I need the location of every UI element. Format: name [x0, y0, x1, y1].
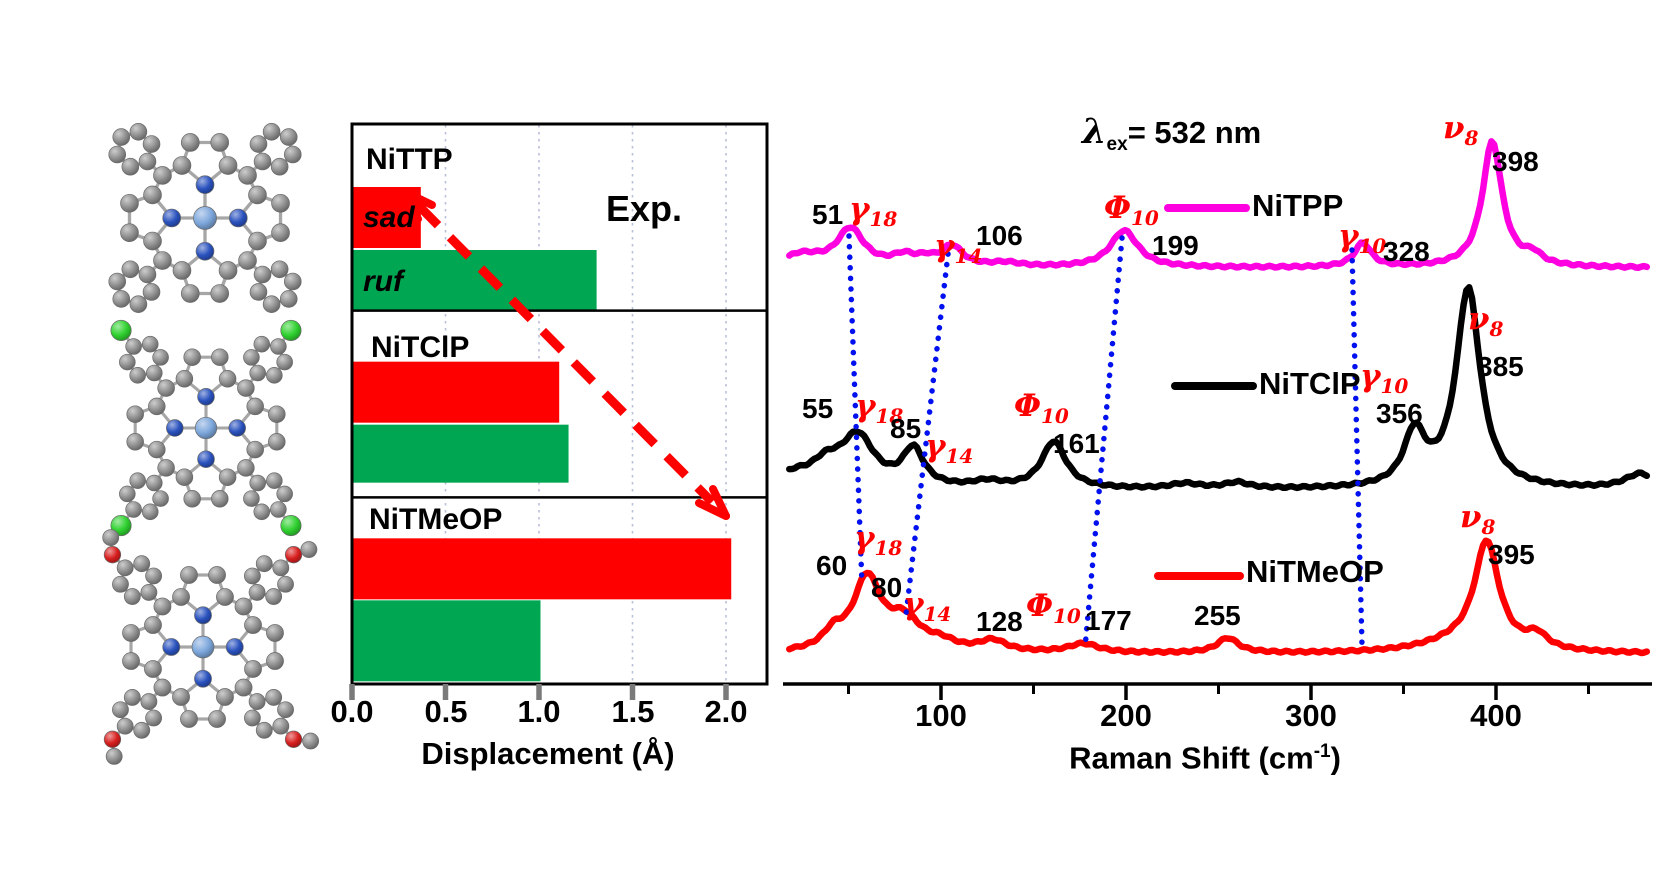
raman-peak-value: 51 [812, 199, 844, 230]
bar-axis-tick-2.0: 2.0 [704, 694, 748, 729]
raman-peak-value: 55 [802, 393, 834, 424]
raman-spectra-curves [786, 138, 1651, 657]
raman-axis-title-pre: Raman Shift (cm [1069, 740, 1314, 776]
raman-mode-label: γ10 [1338, 218, 1387, 259]
raman-axis-title: Raman Shift (cm-1) [1069, 742, 1341, 775]
bar-series-label-ruf: ruf [363, 265, 403, 298]
nitclp-structure [110, 319, 302, 537]
bar-chart-gridlines [444, 125, 727, 683]
raman-mode-label: γ14 [903, 586, 952, 627]
excitation-wavelength-title: λex= 532 nm [1082, 111, 1262, 156]
bar-panel-label-nitclp: NiTClP [371, 331, 470, 364]
lambda-subscript: ex [1106, 134, 1128, 156]
bar-panel-label-nitmeop: NiTMeOP [369, 503, 503, 536]
bar-ruf-nitmeop [353, 600, 541, 682]
spectrum-nitpp [786, 138, 1651, 271]
bar-chart [349, 122, 769, 700]
raman-mode-label: Φ10 [1026, 588, 1081, 629]
bar-sad-nitmeop [353, 538, 732, 600]
raman-mode-label: γ14 [934, 228, 983, 269]
raman-mode-label: Φ10 [1014, 388, 1069, 429]
bar-axis-tick-1.0: 1.0 [517, 694, 561, 729]
nittp-structure [108, 123, 302, 313]
raman-mode-label: ν8 [1468, 301, 1504, 342]
bar-ruf-nittp [353, 250, 597, 311]
bar-ruf-nitclp [353, 424, 569, 483]
spectrum-nitclp [786, 284, 1651, 492]
raman-peak-value: 398 [1492, 146, 1539, 177]
raman-axis-title-post: ) [1330, 740, 1341, 776]
raman-mode-label: ν8 [1460, 499, 1496, 540]
peak-connector-lines [846, 233, 1365, 651]
bar-axis-title: Displacement (Å) [421, 736, 675, 771]
bar-chart-title-exp: Exp. [606, 188, 683, 229]
raman-mode-label: γ18 [855, 388, 904, 429]
raman-axis-tick-400: 400 [1470, 698, 1522, 733]
raman-peak-value: 255 [1194, 600, 1241, 631]
raman-peak-value: 85 [890, 413, 922, 444]
raman-peak-value: 395 [1488, 539, 1535, 570]
raman-mode-label: γ18 [854, 520, 903, 561]
raman-peak-value: 356 [1376, 398, 1423, 429]
bar-chart-bars [353, 187, 732, 682]
legend-label-nitpp: NiTPP [1252, 188, 1344, 223]
raman-peak-value: 128 [976, 606, 1023, 637]
raman-peak-value: 80 [871, 572, 903, 603]
raman-mode-label: Φ10 [1104, 190, 1159, 231]
lambda-symbol: λ [1082, 111, 1107, 152]
raman-spectra-plot [783, 138, 1652, 700]
raman-mode-label: ν8 [1443, 110, 1479, 151]
spectrum-nitmeop [786, 537, 1651, 657]
bar-axis-tick-1.5: 1.5 [611, 694, 655, 729]
bar-axis-tick-0.5: 0.5 [424, 694, 468, 729]
raman-axis-tick-100: 100 [915, 698, 967, 733]
raman-mode-label: γ10 [1360, 358, 1409, 399]
raman-peak-value: 328 [1383, 236, 1430, 267]
bar-chart-axis-ticks [349, 684, 729, 700]
raman-peak-value: 385 [1477, 351, 1524, 382]
trend-arrow [401, 188, 730, 520]
raman-axis-tick-300: 300 [1285, 698, 1337, 733]
bar-series-label-sad: sad [363, 201, 415, 234]
raman-mode-label: γ14 [925, 428, 974, 469]
raman-peak-value: 177 [1085, 605, 1132, 636]
legend-line-swatches [1154, 204, 1257, 580]
raman-x-axis [783, 682, 1652, 700]
raman-peak-value: 199 [1152, 230, 1199, 261]
legend-label-nitclp: NiTClP [1259, 366, 1361, 401]
bar-panel-label-nittp: NiTTP [366, 143, 453, 176]
bar-axis-tick-0.0: 0.0 [330, 694, 374, 729]
raman-peak-value: 161 [1053, 428, 1100, 459]
raman-axis-tick-200: 200 [1100, 698, 1152, 733]
bar-sad-nitclp [353, 361, 560, 423]
raman-peak-value: 106 [976, 220, 1023, 251]
legend-label-nitmeop: NiTMeOP [1246, 554, 1384, 589]
raman-axis-title-sup: -1 [1313, 741, 1331, 762]
lambda-value: = 532 nm [1127, 115, 1262, 150]
nitmeop-structure [102, 529, 320, 765]
molecule-structures [102, 123, 320, 765]
raman-mode-label: γ18 [849, 191, 898, 232]
bar-chart-frame [350, 122, 769, 686]
raman-peak-value: 60 [816, 550, 848, 581]
